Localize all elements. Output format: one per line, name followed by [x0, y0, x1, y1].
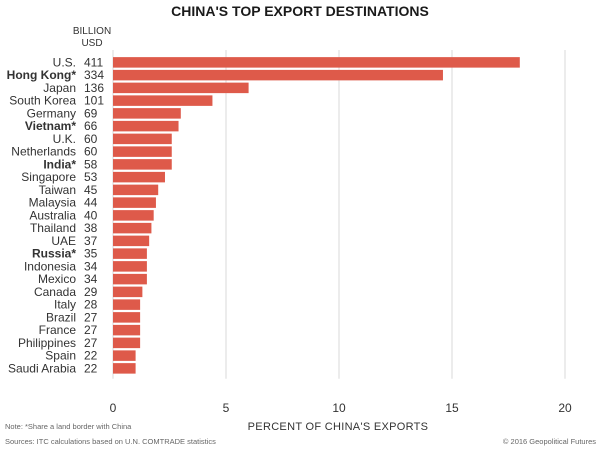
billion-usd-label: 27: [84, 323, 98, 337]
category-label: U.K.: [53, 132, 76, 146]
category-label: India*: [43, 157, 76, 171]
value-column-header-line1: BILLION: [73, 26, 111, 37]
billion-usd-label: 69: [84, 106, 98, 120]
billion-usd-label: 334: [84, 68, 104, 82]
footnote: Note: *Share a land border with China: [5, 422, 132, 431]
billion-usd-label: 28: [84, 298, 98, 312]
billion-usd-label: 136: [84, 81, 104, 95]
bar: [113, 108, 181, 119]
bar: [113, 57, 520, 68]
x-tick-label: 15: [445, 401, 459, 415]
billion-usd-label: 35: [84, 247, 98, 261]
bar: [113, 312, 141, 323]
category-labels: U.S. 411 Hong Kong* 334 Japan 136 South Korea 1…: [7, 55, 105, 375]
billion-usd-label: 60: [84, 132, 98, 146]
bar: [113, 273, 147, 285]
billion-usd-label: 45: [84, 183, 98, 197]
category-label: Indonesia: [24, 259, 76, 273]
x-tick-labels: 0 5 10 15 20: [110, 401, 572, 415]
category-label: Italy: [54, 298, 76, 312]
billion-usd-label: 22: [84, 361, 98, 375]
billion-usd-label: 66: [84, 119, 98, 133]
bar: [113, 146, 172, 157]
bar: [113, 248, 147, 259]
x-tick-label: 5: [223, 401, 230, 415]
x-tick-label: 0: [110, 401, 117, 415]
category-label: Canada: [34, 285, 76, 299]
bar: [113, 69, 443, 81]
x-axis-label: PERCENT OF CHINA'S EXPORTS: [248, 421, 429, 433]
billion-usd-label: 27: [84, 336, 98, 350]
bar: [113, 299, 141, 310]
category-label: Taiwan: [39, 183, 76, 197]
billion-usd-label: 34: [84, 259, 98, 273]
bar: [113, 120, 179, 132]
billion-usd-label: 34: [84, 272, 98, 286]
chart-title: CHINA'S TOP EXPORT DESTINATIONS: [171, 3, 429, 19]
category-label: Hong Kong*: [7, 68, 77, 82]
bar: [113, 197, 156, 208]
bars: [113, 57, 520, 374]
category-label: Singapore: [21, 170, 76, 184]
bar: [113, 235, 150, 247]
billion-usd-label: 53: [84, 170, 98, 184]
bar: [113, 324, 141, 336]
billion-usd-label: 38: [84, 221, 98, 235]
bar: [113, 222, 152, 234]
category-label: U.S.: [53, 55, 76, 69]
bar: [113, 159, 172, 170]
category-label: Saudi Arabia: [8, 361, 76, 375]
category-label: Japan: [43, 81, 76, 95]
category-label: Russia*: [32, 247, 76, 261]
bar: [113, 184, 159, 196]
category-label: Brazil: [46, 310, 76, 324]
billion-usd-label: 22: [84, 349, 98, 363]
category-label: Mexico: [38, 272, 76, 286]
category-label: South Korea: [9, 94, 76, 108]
bar: [113, 337, 141, 349]
gridlines: [112, 50, 566, 379]
category-label: Malaysia: [29, 196, 77, 210]
bar: [113, 286, 143, 298]
category-label: Germany: [27, 106, 76, 120]
bar: [113, 363, 136, 374]
bar: [113, 133, 172, 145]
x-tick-label: 10: [332, 401, 346, 415]
category-label: France: [39, 323, 77, 337]
bar: [113, 350, 136, 361]
billion-usd-label: 411: [84, 55, 103, 69]
billion-usd-label: 29: [84, 285, 98, 299]
bar: [113, 82, 249, 94]
bar: [113, 171, 165, 183]
category-label: Thailand: [30, 221, 76, 235]
bar: [113, 261, 147, 272]
billion-usd-label: 27: [84, 310, 98, 324]
category-label: Netherlands: [11, 145, 76, 159]
category-label: Vietnam*: [25, 119, 76, 133]
bar: [113, 210, 154, 221]
credit-note: © 2016 Geopolitical Futures: [503, 437, 596, 446]
value-column-header-line2: USD: [81, 38, 102, 49]
source-note: Sources: ITC calculations based on U.N. …: [5, 437, 216, 446]
category-label: UAE: [51, 234, 76, 248]
bar: [113, 95, 213, 106]
billion-usd-label: 37: [84, 234, 98, 248]
billion-usd-label: 40: [84, 208, 98, 222]
billion-usd-label: 58: [84, 157, 98, 171]
billion-usd-label: 60: [84, 145, 98, 159]
x-tick-label: 20: [558, 401, 572, 415]
billion-usd-label: 44: [84, 196, 98, 210]
category-label: Philippines: [18, 336, 76, 350]
category-label: Spain: [45, 349, 76, 363]
category-label: Australia: [29, 208, 76, 222]
billion-usd-label: 101: [84, 94, 104, 108]
